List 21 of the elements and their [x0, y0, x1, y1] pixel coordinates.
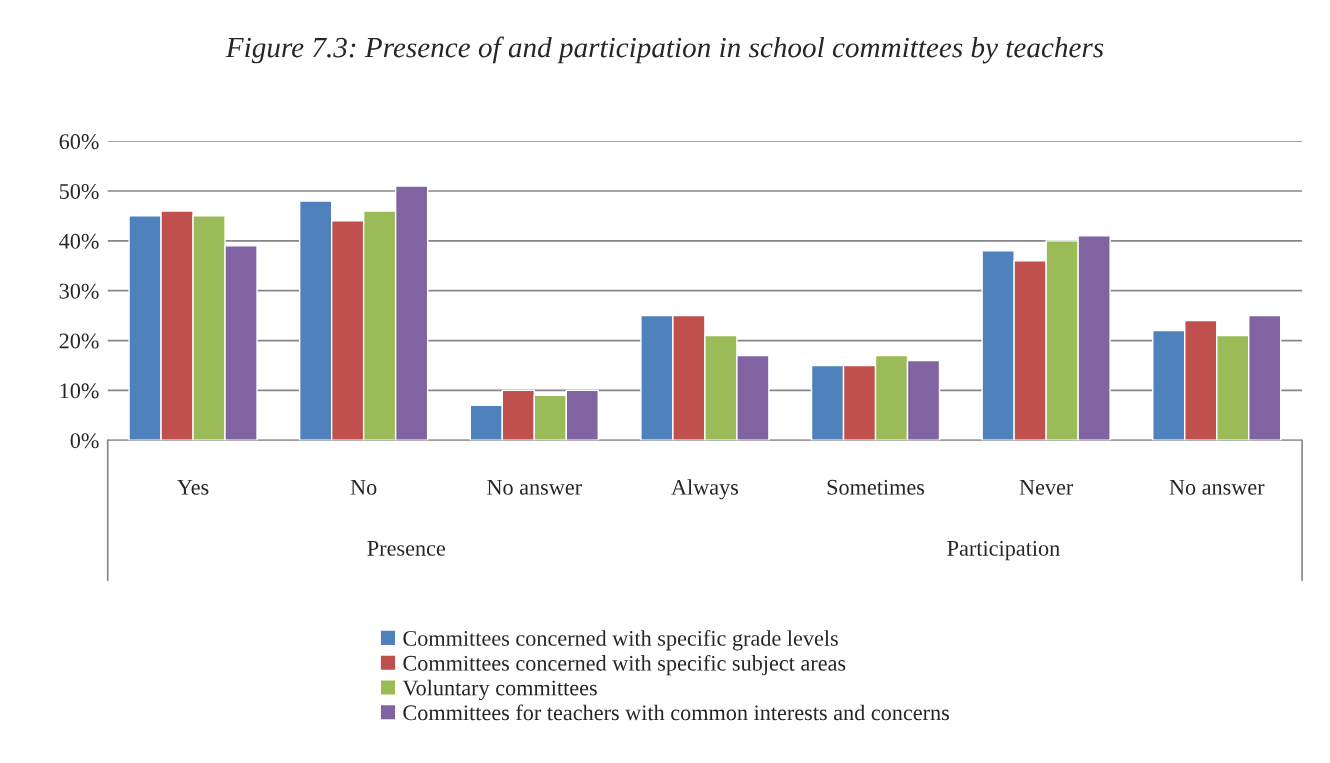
x-tick-label: No [350, 480, 377, 495]
legend-label: Committees concerned with specific grade levels [403, 630, 838, 651]
legend-label: Committees concerned with specific subject areas [403, 654, 846, 676]
y-tick-label: 60% [59, 134, 99, 150]
x-tick-label: Never [1019, 480, 1074, 495]
y-tick-label: 50% [59, 183, 99, 200]
x-tick-label: No answer [1169, 480, 1265, 495]
y-tick-label: 0% [70, 433, 99, 449]
x-tick-label: Sometimes [827, 479, 925, 495]
y-tick-label: 30% [59, 283, 99, 299]
x-tick-label: Always [671, 479, 739, 500]
y-tick-label: 40% [59, 233, 99, 249]
text: Participation [947, 540, 1060, 561]
chart-title: Figure 7.3: Presence of and participation in school committees by teachers [225, 36, 1104, 64]
legend-label: Voluntary committees [402, 679, 597, 701]
legend-label: Committees for teachers with common interests and concerns [403, 704, 949, 721]
text: Presence [367, 541, 446, 556]
x-tick-label: Yes [177, 480, 209, 495]
y-tick-label: 20% [59, 333, 99, 349]
y-tick-label: 10% [60, 383, 99, 399]
x-tick-label: No answer [487, 480, 582, 495]
